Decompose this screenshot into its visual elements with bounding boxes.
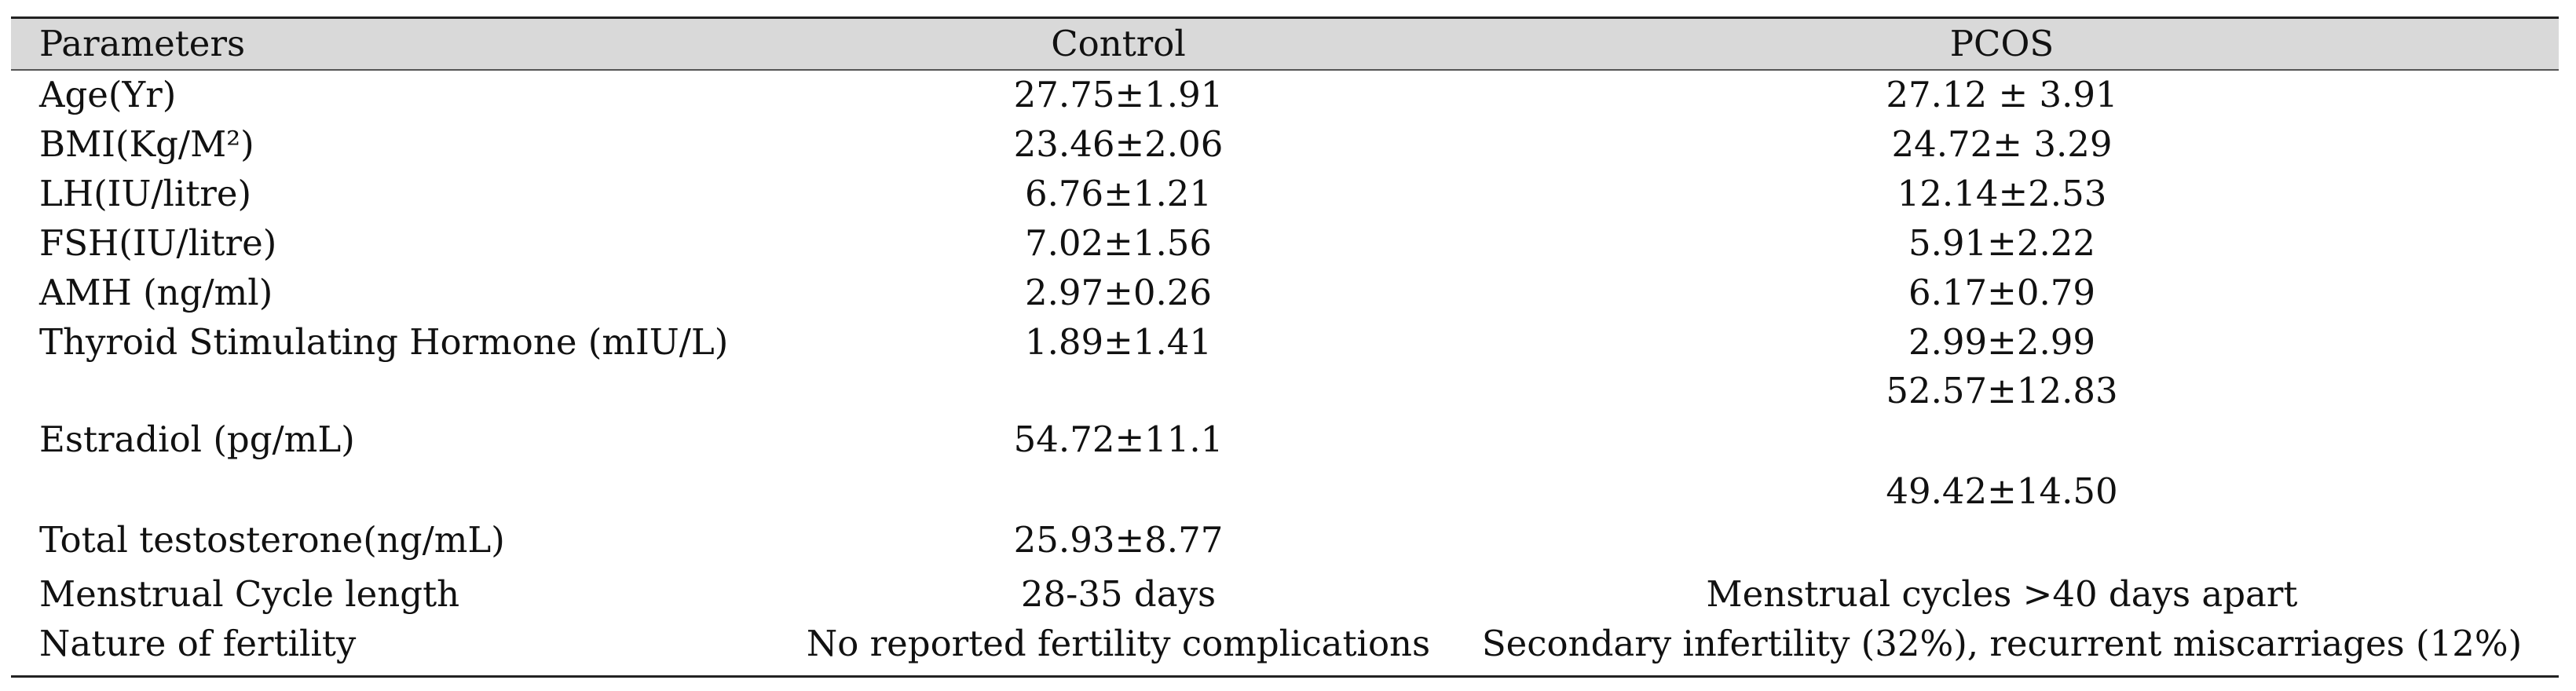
pcos-value-cell: 12.14±2.53	[1897, 173, 2107, 214]
control-value-cell: 54.72±11.1	[1013, 419, 1224, 460]
pcos-value-cell: 27.12 ± 3.91	[1886, 74, 2118, 115]
pcos-value-cell: 52.57±12.83	[1886, 370, 2118, 411]
control-value-cell: 27.75±1.91	[1013, 74, 1224, 115]
table-row: AMH (ng/ml) 2.97±0.26 6.17±0.79	[11, 271, 2559, 315]
pcos-value-cell: Menstrual cycles >40 days apart	[1706, 573, 2298, 615]
parameter-cell: AMH (ng/ml)	[39, 272, 273, 313]
pcos-value-cell: 2.99±2.99	[1908, 321, 2096, 363]
table-row: Total testosterone(ng/mL) 25.93±8.77 49.…	[11, 470, 2559, 568]
table-row: Age(Yr) 27.75±1.91 27.12 ± 3.91	[11, 73, 2559, 117]
control-value-cell: 1.89±1.41	[1024, 321, 1213, 363]
pcos-value-cell: 6.17±0.79	[1908, 272, 2096, 313]
control-value-cell: 2.97±0.26	[1024, 272, 1213, 313]
pcos-value-cell: 24.72± 3.29	[1891, 123, 2113, 165]
table-row: Nature of fertility No reported fertilit…	[11, 622, 2559, 666]
parameter-cell: Estradiol (pg/mL)	[39, 419, 355, 460]
parameter-cell: BMI(Kg/M²)	[39, 123, 254, 165]
parameter-cell: LH(IU/litre)	[39, 173, 252, 214]
pcos-value-cell: Secondary infertility (32%), recurrent m…	[1481, 623, 2523, 664]
header-pcos: PCOS	[1949, 23, 2055, 64]
control-value-cell: 25.93±8.77	[1013, 519, 1224, 561]
parameter-cell: Nature of fertility	[39, 623, 357, 664]
pcos-value-cell: 5.91±2.22	[1908, 222, 2096, 264]
control-value-cell: 7.02±1.56	[1024, 222, 1213, 264]
table-row: Thyroid Stimulating Hormone (mIU/L) 1.89…	[11, 320, 2559, 364]
control-value-cell: 6.76±1.21	[1024, 173, 1213, 214]
table-row: LH(IU/litre) 6.76±1.21 12.14±2.53	[11, 172, 2559, 216]
parameter-cell: Menstrual Cycle length	[39, 573, 460, 615]
data-table: Parameters Control PCOS Age(Yr) 27.75±1.…	[11, 16, 2559, 678]
table-row: BMI(Kg/M²) 23.46±2.06 24.72± 3.29	[11, 122, 2559, 166]
control-value-cell: No reported fertility complications	[806, 623, 1431, 664]
header-parameters: Parameters	[39, 23, 246, 64]
header-control: Control	[1051, 23, 1186, 64]
parameter-cell: FSH(IU/litre)	[39, 222, 277, 264]
table-row: Estradiol (pg/mL) 54.72±11.1 52.57±12.83	[11, 369, 2559, 467]
pcos-value-cell: 49.42±14.50	[1886, 470, 2118, 512]
parameter-cell: Thyroid Stimulating Hormone (mIU/L)	[39, 321, 729, 363]
table-row: FSH(IU/litre) 7.02±1.56 5.91±2.22	[11, 221, 2559, 265]
control-value-cell: 28-35 days	[1020, 573, 1217, 615]
parameter-cell: Age(Yr)	[39, 74, 177, 115]
control-value-cell: 23.46±2.06	[1013, 123, 1224, 165]
table-header: Parameters Control PCOS	[11, 19, 2559, 71]
parameter-cell: Total testosterone(ng/mL)	[39, 519, 505, 561]
table-row: Menstrual Cycle length 28-35 days Menstr…	[11, 572, 2559, 616]
